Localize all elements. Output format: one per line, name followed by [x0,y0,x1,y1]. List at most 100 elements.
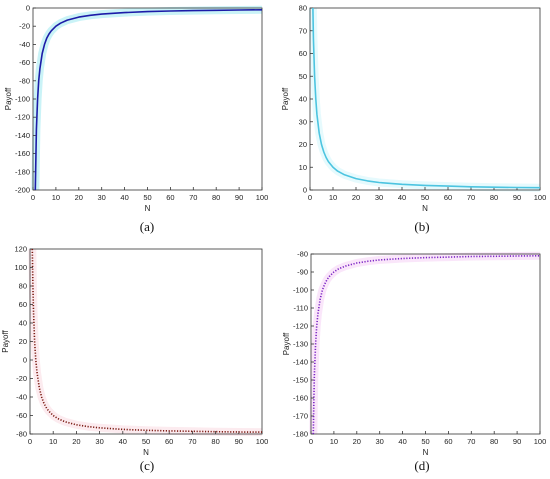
series-line-b [312,7,541,189]
x-tick-label-a-10: 100 [256,193,269,202]
y-tick-label-d-0: -80 [297,250,308,259]
x-tick-label-a-3: 30 [98,193,106,202]
overlay-band-c [28,248,263,437]
caption-c: (c) [139,458,155,473]
x-tick-label-a-7: 70 [189,193,197,202]
x-tick-label-d-5: 50 [421,437,429,446]
x-tick-label-d-7: 70 [467,437,475,446]
x-tick-label-d-9: 90 [513,437,521,446]
caption-b: (b) [414,219,430,234]
y-tick-label-c-6: 0 [23,356,27,365]
overlay-band-b [308,7,541,192]
x-tick-label-a-9: 90 [235,193,243,202]
y-tick-label-c-4: 40 [19,319,27,328]
y-tick-label-b-3: 30 [299,117,307,126]
y-tick-label-b-4: 40 [299,95,307,104]
caption-d: (d) [414,458,430,473]
caption-a: (a) [139,219,155,234]
series-line-a [34,9,263,191]
y-tick-label-b-7: 70 [299,26,307,35]
x-tick-label-c-3: 30 [95,437,103,446]
y-tick-label-c-1: 100 [14,263,27,272]
y-tick-label-c-0: 120 [14,245,27,254]
plot-area-b [309,7,541,191]
y-tick-label-c-9: -60 [16,411,27,420]
x-tick-label-c-6: 60 [165,437,173,446]
y-tick-label-b-5: 50 [299,72,307,81]
x-tick-label-a-8: 80 [212,193,220,202]
x-tick-label-b-6: 60 [444,193,452,202]
y-tick-label-d-9: -170 [293,412,308,421]
x-tick-label-b-2: 20 [352,193,360,202]
overlay-band-a [31,5,263,191]
y-tick-label-d-5: -130 [293,340,308,349]
x-tick-label-b-7: 70 [467,193,475,202]
x-tick-label-c-0: 0 [28,437,32,446]
x-tick-label-c-7: 70 [188,437,196,446]
x-tick-label-d-3: 30 [376,437,384,446]
x-tick-label-a-1: 10 [52,193,60,202]
series-line-c [31,248,263,433]
y-axis-label-b: Payoff [281,87,290,110]
y-tick-label-a-10: -200 [15,186,30,195]
y-tick-label-a-5: -100 [15,95,30,104]
y-tick-label-d-4: -120 [293,322,308,331]
x-tick-label-d-10: 100 [534,437,547,446]
x-tick-label-b-1: 10 [329,193,337,202]
y-tick-label-c-2: 80 [19,282,27,291]
y-tick-label-a-4: -80 [19,76,30,85]
y-axis-label-a: Payoff [4,87,13,110]
x-tick-label-b-5: 50 [421,193,429,202]
y-tick-label-d-6: -140 [293,358,308,367]
y-tick-label-d-8: -160 [293,394,308,403]
x-tick-label-b-10: 100 [534,193,547,202]
y-tick-label-a-2: -40 [19,40,30,49]
x-axis-label-a: N [145,204,151,213]
y-tick-label-b-0: 0 [303,186,307,195]
x-tick-label-b-8: 80 [490,193,498,202]
y-tick-label-c-7: -20 [16,374,27,383]
y-tick-label-c-8: -40 [16,393,27,402]
x-tick-label-d-1: 10 [330,437,338,446]
y-tick-label-d-1: -90 [297,268,308,277]
x-tick-label-a-4: 40 [120,193,128,202]
y-tick-label-a-3: -60 [19,58,30,67]
y-tick-label-d-10: -180 [293,430,308,439]
plot-area-d [310,253,541,435]
y-tick-label-a-6: -120 [15,113,30,122]
y-tick-label-a-0: 0 [26,4,30,13]
x-tick-label-c-10: 100 [256,437,269,446]
x-tick-label-d-2: 20 [353,437,361,446]
y-tick-label-a-8: -160 [15,149,30,158]
x-tick-label-c-5: 50 [142,437,150,446]
x-tick-label-a-5: 50 [143,193,151,202]
series-line-d [312,255,541,435]
x-axis-label-c: N [143,448,149,457]
x-tick-label-d-4: 40 [398,437,406,446]
overlay-band-d [309,251,541,435]
plot-area-a [32,7,263,191]
y-axis-label-d: Payoff [282,332,291,355]
y-tick-label-b-6: 60 [299,49,307,58]
x-tick-label-b-0: 0 [308,193,312,202]
y-tick-label-a-9: -180 [15,167,30,176]
y-axis-label-c: Payoff [1,329,10,352]
x-tick-label-b-3: 30 [375,193,383,202]
y-tick-label-a-1: -20 [19,22,30,31]
y-tick-label-c-3: 60 [19,300,27,309]
x-tick-label-c-8: 80 [211,437,219,446]
x-tick-label-c-9: 90 [235,437,243,446]
x-tick-label-d-0: 0 [309,437,313,446]
x-tick-label-c-2: 20 [72,437,80,446]
x-tick-label-a-0: 0 [31,193,35,202]
x-tick-label-c-1: 10 [49,437,57,446]
y-tick-label-d-3: -110 [294,304,308,313]
x-tick-label-d-8: 80 [490,437,498,446]
y-tick-label-a-7: -140 [15,131,30,140]
x-axis-label-d: N [423,448,429,457]
x-tick-label-b-9: 90 [513,193,521,202]
y-tick-label-d-2: -100 [293,286,308,295]
x-axis-label-b: N [422,204,428,213]
